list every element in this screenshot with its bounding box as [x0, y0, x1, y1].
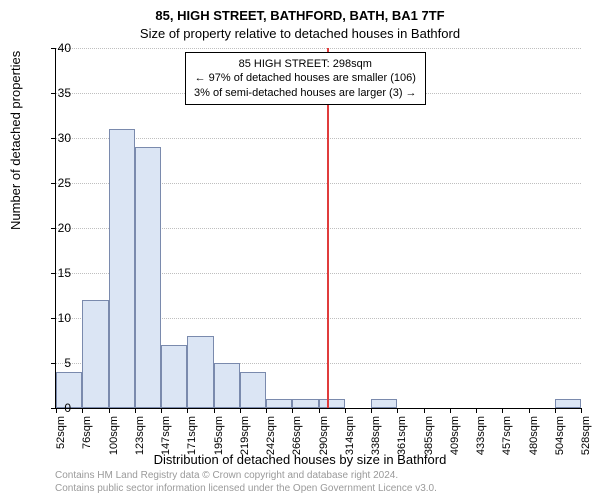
y-tick-label: 20: [31, 221, 71, 235]
x-tick-label: 171sqm: [186, 416, 198, 466]
x-tick-label: 242sqm: [265, 416, 277, 466]
x-tick-mark: [502, 408, 503, 413]
y-tick-label: 40: [31, 41, 71, 55]
x-tick-mark: [187, 408, 188, 413]
footer-line: Contains HM Land Registry data © Crown c…: [55, 470, 437, 483]
x-tick-label: 123sqm: [134, 416, 146, 466]
y-tick-label: 35: [31, 86, 71, 100]
histogram-bar: [161, 345, 187, 408]
x-tick-mark: [161, 408, 162, 413]
histogram-bar: [187, 336, 213, 408]
x-tick-label: 290sqm: [318, 416, 330, 466]
x-tick-mark: [371, 408, 372, 413]
gridline: [56, 138, 581, 139]
x-tick-label: 219sqm: [239, 416, 251, 466]
annotation-line: ← 97% of detached houses are smaller (10…: [194, 71, 417, 85]
footer-attribution: Contains HM Land Registry data © Crown c…: [55, 470, 437, 495]
gridline: [56, 48, 581, 49]
chart-title-main: 85, HIGH STREET, BATHFORD, BATH, BA1 7TF: [0, 8, 600, 23]
histogram-bar: [371, 399, 397, 408]
x-tick-mark: [555, 408, 556, 413]
x-tick-label: 528sqm: [580, 416, 592, 466]
x-tick-label: 504sqm: [554, 416, 566, 466]
histogram-bar: [319, 399, 345, 408]
x-tick-mark: [214, 408, 215, 413]
x-tick-label: 147sqm: [160, 416, 172, 466]
x-tick-mark: [240, 408, 241, 413]
x-tick-mark: [82, 408, 83, 413]
histogram-bar: [266, 399, 292, 408]
histogram-bar: [240, 372, 266, 408]
x-tick-mark: [135, 408, 136, 413]
y-tick-label: 25: [31, 176, 71, 190]
histogram-bar: [555, 399, 581, 408]
x-tick-mark: [345, 408, 346, 413]
x-tick-label: 195sqm: [213, 416, 225, 466]
y-tick-label: 0: [31, 401, 71, 415]
x-tick-mark: [529, 408, 530, 413]
x-tick-label: 480sqm: [528, 416, 540, 466]
x-tick-label: 433sqm: [475, 416, 487, 466]
annotation-box: 85 HIGH STREET: 298sqm ← 97% of detached…: [185, 52, 426, 105]
x-tick-mark: [266, 408, 267, 413]
annotation-line: 3% of semi-detached houses are larger (3…: [194, 86, 417, 100]
x-tick-label: 52sqm: [55, 416, 67, 466]
x-tick-mark: [109, 408, 110, 413]
histogram-bar: [82, 300, 108, 408]
y-tick-label: 30: [31, 131, 71, 145]
x-tick-label: 76sqm: [81, 416, 93, 466]
x-tick-label: 100sqm: [108, 416, 120, 466]
x-tick-mark: [450, 408, 451, 413]
x-tick-label: 385sqm: [423, 416, 435, 466]
annotation-line: 85 HIGH STREET: 298sqm: [194, 57, 417, 71]
x-tick-mark: [292, 408, 293, 413]
histogram-bar: [135, 147, 161, 408]
x-tick-label: 409sqm: [449, 416, 461, 466]
histogram-bar: [292, 399, 318, 408]
chart-title-sub: Size of property relative to detached ho…: [0, 26, 600, 41]
x-tick-mark: [424, 408, 425, 413]
y-tick-label: 10: [31, 311, 71, 325]
x-tick-label: 338sqm: [370, 416, 382, 466]
x-tick-label: 457sqm: [501, 416, 513, 466]
chart-container: 85, HIGH STREET, BATHFORD, BATH, BA1 7TF…: [0, 0, 600, 500]
histogram-bar: [109, 129, 135, 408]
y-axis-label: Number of detached properties: [8, 51, 23, 230]
x-tick-mark: [581, 408, 582, 413]
histogram-bar: [214, 363, 240, 408]
x-tick-label: 361sqm: [396, 416, 408, 466]
y-tick-label: 5: [31, 356, 71, 370]
footer-line: Contains public sector information licen…: [55, 483, 437, 496]
y-tick-label: 15: [31, 266, 71, 280]
x-tick-label: 314sqm: [344, 416, 356, 466]
x-tick-mark: [397, 408, 398, 413]
x-tick-mark: [319, 408, 320, 413]
x-tick-label: 266sqm: [291, 416, 303, 466]
x-tick-mark: [476, 408, 477, 413]
